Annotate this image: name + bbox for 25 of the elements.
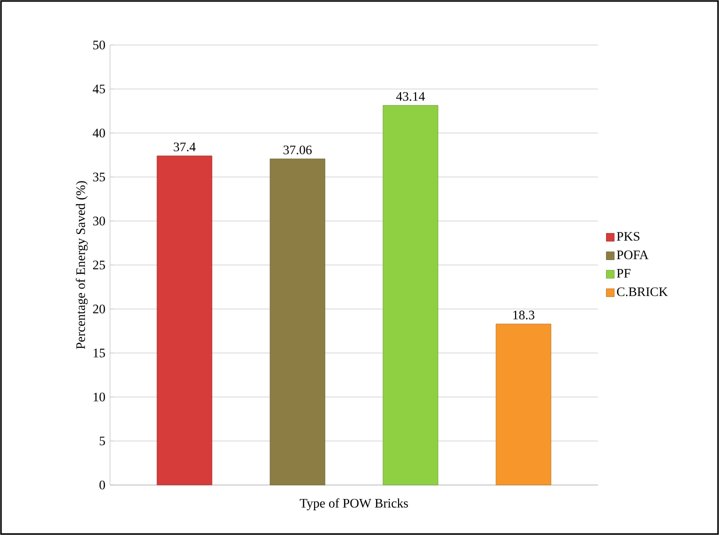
bar	[156, 156, 212, 486]
data-label: 37.06	[284, 146, 312, 154]
y-tick-label: 5	[100, 436, 105, 446]
y-tick-label: 0	[100, 480, 105, 490]
y-tick-label: 20	[93, 304, 105, 314]
y-tick-label: 25	[93, 260, 105, 270]
bar	[382, 105, 438, 486]
y-tick-label: 45	[92, 84, 105, 94]
y-tick-label: 50	[93, 40, 105, 50]
legend-label: C.BRICK	[616, 287, 668, 296]
y-tick-label: 30	[93, 216, 105, 226]
y-tick-label: 40	[92, 128, 105, 138]
data-label: 43.14	[396, 92, 425, 101]
legend-label: POFA	[616, 250, 649, 260]
bar	[270, 158, 326, 486]
x-axis-title: Type of POW Bricks	[300, 498, 408, 510]
legend-label: PF	[616, 269, 630, 278]
y-tick-label: 15	[94, 348, 105, 358]
legend-label: PKS	[616, 232, 640, 241]
bar	[496, 324, 552, 486]
data-label: 18.3	[513, 310, 534, 320]
y-axis-title: Percentage of Energy Saved (%)	[76, 181, 88, 350]
y-tick-label: 10	[94, 392, 105, 402]
data-label: 37.4	[174, 142, 196, 152]
y-tick-label: 35	[93, 172, 105, 182]
